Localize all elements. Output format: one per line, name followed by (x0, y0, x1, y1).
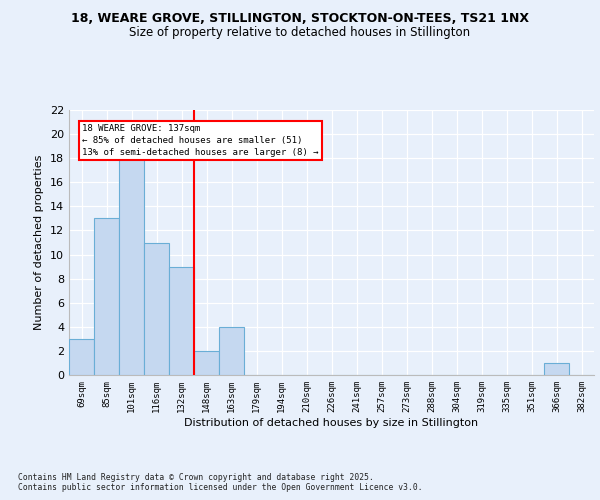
Bar (169, 266, 194, 375)
Bar (94, 218, 119, 375)
Text: 18 WEARE GROVE: 137sqm
← 85% of detached houses are smaller (51)
13% of semi-det: 18 WEARE GROVE: 137sqm ← 85% of detached… (82, 124, 319, 157)
Bar (144, 242, 169, 375)
Text: Contains HM Land Registry data © Crown copyright and database right 2025.
Contai: Contains HM Land Registry data © Crown c… (18, 473, 422, 492)
Text: 18, WEARE GROVE, STILLINGTON, STOCKTON-ON-TEES, TS21 1NX: 18, WEARE GROVE, STILLINGTON, STOCKTON-O… (71, 12, 529, 26)
Y-axis label: Number of detached properties: Number of detached properties (34, 155, 44, 330)
Bar (544, 363, 569, 375)
X-axis label: Distribution of detached houses by size in Stillington: Distribution of detached houses by size … (184, 418, 479, 428)
Bar (119, 158, 144, 375)
Text: Size of property relative to detached houses in Stillington: Size of property relative to detached ho… (130, 26, 470, 39)
Bar (219, 327, 244, 375)
Bar (194, 351, 219, 375)
Bar (69, 339, 94, 375)
